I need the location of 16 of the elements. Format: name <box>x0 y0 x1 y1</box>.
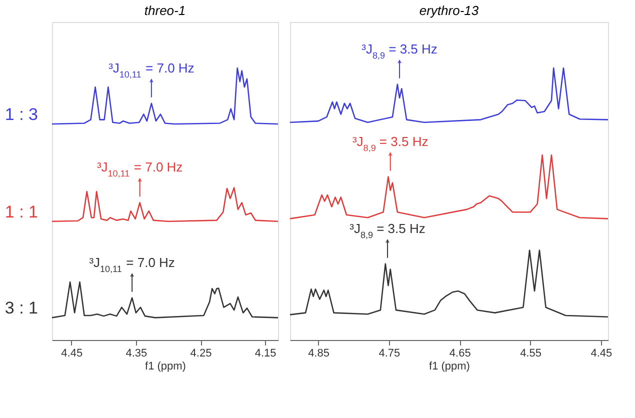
x-tick-label: 4.45 <box>590 348 612 360</box>
x-axis-title: f1 (ppm) <box>429 360 470 372</box>
x-tick-label: 4.55 <box>520 348 542 360</box>
x-tick-label: 4.65 <box>449 348 471 360</box>
chart-title: erythro-13 <box>419 3 480 18</box>
x-tick-label: 4.25 <box>190 348 212 360</box>
series-label: 1 : 1 <box>4 202 38 222</box>
x-tick-label: 4.15 <box>254 348 276 360</box>
x-tick-label: 4.75 <box>378 348 400 360</box>
chart-title: threo-1 <box>144 3 186 18</box>
x-tick-label: 4.35 <box>126 348 148 360</box>
x-tick-label: 4.85 <box>308 348 330 360</box>
x-axis-title: f1 (ppm) <box>145 360 186 372</box>
series-label: 3 : 1 <box>4 298 38 318</box>
series-label: 1 : 3 <box>4 105 38 124</box>
x-tick-label: 4.45 <box>61 348 83 360</box>
